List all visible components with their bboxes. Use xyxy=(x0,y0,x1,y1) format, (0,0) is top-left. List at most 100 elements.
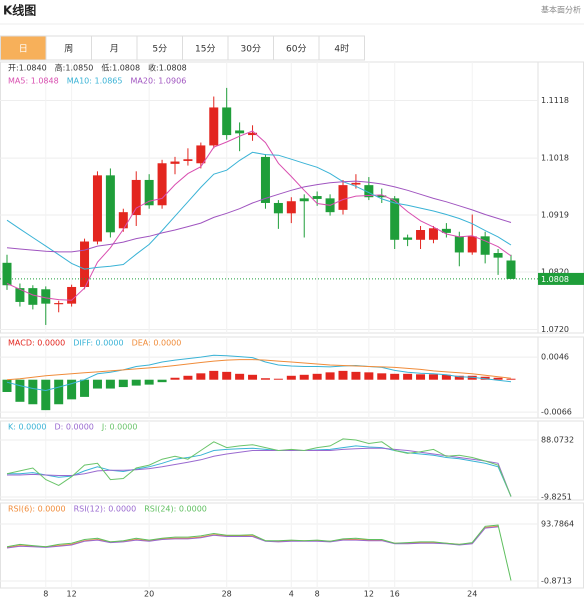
candle-body xyxy=(15,288,25,302)
candle-body xyxy=(54,303,64,305)
macd-bar xyxy=(416,374,426,380)
tab[interactable] xyxy=(45,35,92,61)
macd-bar xyxy=(80,379,90,397)
y-tick-label: 93.7864 xyxy=(541,520,574,529)
indicator-line xyxy=(6,359,512,381)
indicator-line xyxy=(6,525,499,548)
y-tick-label: 1.0919 xyxy=(541,211,569,220)
candle-body xyxy=(144,179,154,206)
tab-label[interactable]: 月 xyxy=(110,44,119,55)
macd-bar xyxy=(428,374,438,380)
candle-body xyxy=(364,185,374,198)
panel-frame xyxy=(0,502,584,589)
candle-body xyxy=(480,236,490,255)
indicator-line xyxy=(6,180,512,253)
candle-body xyxy=(273,202,283,214)
macd-bar xyxy=(209,370,219,380)
candle-body xyxy=(222,107,232,136)
candle-body xyxy=(28,288,38,305)
tab-label[interactable]: 5分 xyxy=(152,44,167,55)
candle-body xyxy=(235,130,245,134)
candle-body xyxy=(428,228,438,240)
macd-bar xyxy=(273,378,283,380)
macd-bar xyxy=(118,379,128,388)
indicator-line xyxy=(7,447,512,497)
y-tick-label: 88.0732 xyxy=(541,435,574,444)
candle-body xyxy=(377,195,387,198)
indicator-line xyxy=(6,526,499,549)
tab-label[interactable]: 15分 xyxy=(195,44,215,55)
candle-body xyxy=(2,262,12,286)
x-tick-label: 20 xyxy=(144,590,154,599)
macd-bar xyxy=(403,373,413,380)
candle-body xyxy=(41,289,51,304)
legend-entry: D: 0.0000 xyxy=(54,423,93,432)
indicator-line xyxy=(7,445,512,497)
candle-body xyxy=(183,159,193,161)
candle-body xyxy=(286,201,296,214)
tab-label[interactable]: 30分 xyxy=(241,44,261,55)
legend-entry: MACD: 0.0000 xyxy=(8,339,65,348)
x-tick-label: 8 xyxy=(315,590,320,599)
macd-bar xyxy=(454,375,464,380)
y-tick-label: 1.0820 xyxy=(541,268,569,277)
tab[interactable] xyxy=(318,35,365,61)
tab-label[interactable]: 4时 xyxy=(334,43,349,55)
macd-bar xyxy=(286,375,296,380)
y-tick-label: 1.0720 xyxy=(541,325,569,334)
macd-bar xyxy=(364,372,374,380)
legend-entry: RSI(6): 0.0000 xyxy=(8,505,66,514)
legend-entry: DEA: 0.0000 xyxy=(132,339,182,348)
x-tick-label: 4 xyxy=(289,590,294,599)
legend-entry: 收:1.0808 xyxy=(148,63,187,73)
candle-body xyxy=(92,175,102,242)
legend-entry: DIFF: 0.0000 xyxy=(73,339,123,348)
candle-body xyxy=(299,198,309,202)
macd-bar xyxy=(196,373,206,380)
x-tick-label: 12 xyxy=(67,590,77,599)
page-title: K线图 xyxy=(3,3,36,18)
x-tick-label: 12 xyxy=(364,590,374,599)
panel-frame xyxy=(0,420,584,501)
candle-body xyxy=(105,175,115,233)
legend-entry: K: 0.0000 xyxy=(8,423,46,432)
indicator-line xyxy=(6,524,512,581)
macd-bar xyxy=(92,379,102,389)
macd-bar xyxy=(144,379,154,385)
x-tick-label: 16 xyxy=(390,590,400,599)
candle-body xyxy=(506,260,516,279)
tab-label[interactable]: 日 xyxy=(19,44,28,55)
candle-body xyxy=(441,228,451,233)
y-tick-label: -9.8251 xyxy=(541,492,572,501)
candle-body xyxy=(390,198,400,240)
candle-body xyxy=(351,182,361,185)
candle-body xyxy=(338,185,348,210)
macd-bar xyxy=(338,370,348,380)
macd-bar xyxy=(131,379,141,386)
macd-bar xyxy=(299,374,309,380)
macd-bar xyxy=(377,373,387,380)
candle-body xyxy=(493,253,503,258)
analysis-link[interactable]: 基本面分析 xyxy=(541,5,581,15)
tab[interactable] xyxy=(0,35,47,61)
candle-body xyxy=(209,107,219,146)
macd-bar xyxy=(441,374,451,380)
legend-entry: 低:1.0808 xyxy=(101,63,140,73)
candle-body xyxy=(196,145,206,164)
x-tick-label: 8 xyxy=(43,590,48,599)
legend-entry: RSI(12): 0.0000 xyxy=(74,505,137,514)
indicator-line xyxy=(6,130,512,301)
macd-bar xyxy=(157,379,167,383)
legend-entry: 高:1.0850 xyxy=(55,63,94,73)
last-price-box xyxy=(538,272,584,285)
macd-bar xyxy=(2,379,12,392)
panel-frame xyxy=(0,61,584,334)
x-tick-label: 24 xyxy=(467,590,477,599)
macd-bar xyxy=(351,371,361,380)
tab-label[interactable]: 周 xyxy=(64,44,73,55)
tab-label[interactable]: 60分 xyxy=(286,44,306,55)
candle-body xyxy=(260,156,270,203)
legend-entry: MA5: 1.0848 xyxy=(8,77,59,86)
macd-bar xyxy=(28,379,38,405)
